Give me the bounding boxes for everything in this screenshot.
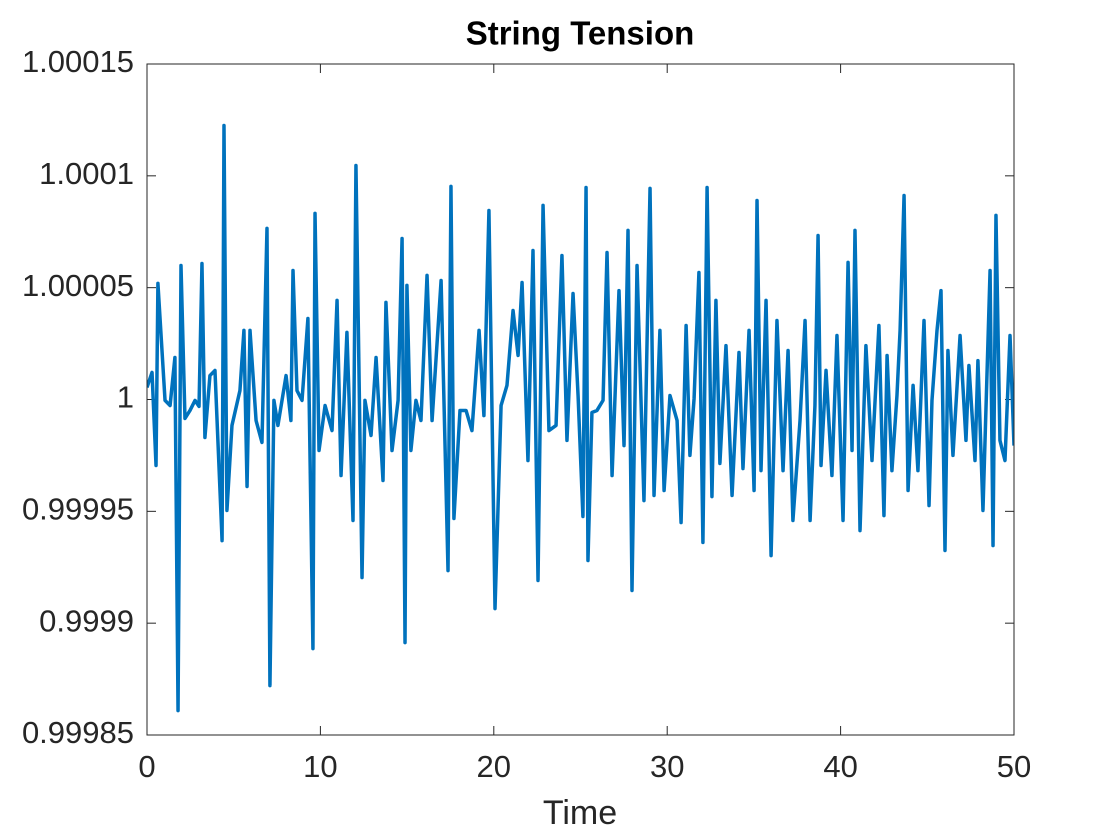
data-line [147,123,1014,713]
x-tick-label: 10 [303,749,337,784]
x-tick-label: 50 [997,749,1031,784]
y-tick-label: 1.0001 [39,156,134,191]
y-tick-label: 1.00005 [22,268,134,303]
x-tick-label: 20 [477,749,511,784]
y-tick-label: 0.99995 [22,492,134,527]
plot-frame [146,63,1015,736]
y-tick-label: 0.9999 [39,603,134,638]
y-tick-label: 1 [117,380,134,415]
y-tick-label: 0.99985 [22,715,134,750]
y-tick-label: 1.00015 [22,44,134,79]
chart-title: String Tension [466,15,695,52]
x-tick-label: 0 [138,749,155,784]
x-axis-label: Time [543,794,617,832]
x-tick-label: 30 [650,749,684,784]
x-tick-label: 40 [823,749,857,784]
